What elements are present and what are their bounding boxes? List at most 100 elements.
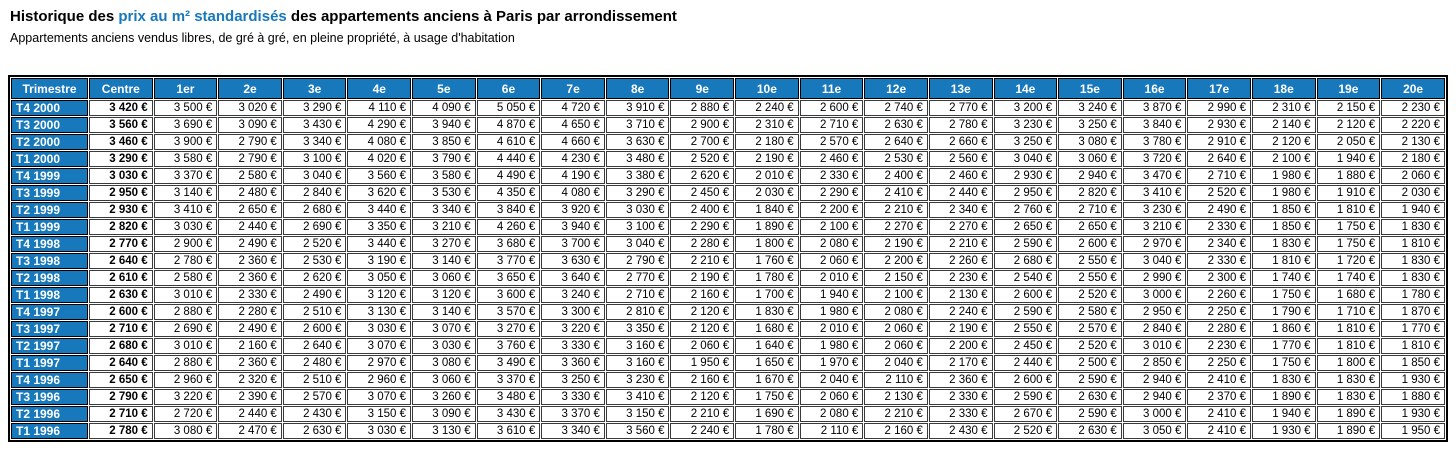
cell-value: 2 760 € <box>993 202 1058 218</box>
cell-value: 1 890 € <box>1316 423 1381 439</box>
cell-value: 2 200 € <box>928 338 993 354</box>
cell-value: 1 640 € <box>735 338 799 354</box>
cell-value: 2 600 € <box>799 100 864 116</box>
column-header-18e: 18e <box>1251 78 1316 99</box>
cell-value: 2 160 € <box>864 423 928 439</box>
cell-value: 3 350 € <box>605 321 670 337</box>
cell-value: 2 900 € <box>670 117 735 133</box>
cell-value: 3 650 € <box>476 270 541 286</box>
cell-value: 2 510 € <box>282 304 347 320</box>
cell-value: 3 070 € <box>347 338 412 354</box>
cell-value: 2 040 € <box>864 355 928 371</box>
cell-value: 3 160 € <box>605 338 670 354</box>
cell-value: 3 630 € <box>605 134 670 150</box>
cell-value: 2 950 € <box>993 185 1058 201</box>
cell-centre: 2 680 € <box>89 338 153 354</box>
cell-value: 4 260 € <box>476 219 541 235</box>
cell-value: 2 530 € <box>282 253 347 269</box>
cell-value: 2 170 € <box>928 355 993 371</box>
cell-value: 3 000 € <box>1122 406 1187 422</box>
cell-value: 2 570 € <box>1058 321 1122 337</box>
row-label: T3 2000 <box>11 117 88 133</box>
cell-value: 3 330 € <box>541 389 605 405</box>
cell-value: 2 630 € <box>1058 389 1122 405</box>
cell-value: 3 250 € <box>993 134 1058 150</box>
cell-value: 3 010 € <box>153 287 218 303</box>
cell-value: 3 380 € <box>605 168 670 184</box>
cell-value: 2 570 € <box>799 134 864 150</box>
cell-value: 2 510 € <box>282 372 347 388</box>
cell-value: 3 060 € <box>412 270 476 286</box>
cell-value: 2 230 € <box>1381 100 1445 116</box>
cell-value: 2 520 € <box>1058 338 1122 354</box>
cell-value: 2 940 € <box>1058 168 1122 184</box>
cell-value: 1 770 € <box>1251 338 1316 354</box>
cell-value: 2 300 € <box>1187 270 1251 286</box>
cell-value: 1 810 € <box>1251 253 1316 269</box>
table-row: T4 1997 2 600 €2 880 €2 280 €2 510 €3 130… <box>11 304 1445 320</box>
cell-value: 2 590 € <box>1058 372 1122 388</box>
cell-value: 3 060 € <box>412 372 476 388</box>
cell-value: 3 910 € <box>605 100 670 116</box>
cell-value: 2 450 € <box>670 185 735 201</box>
row-label: T4 1998 <box>11 236 88 252</box>
cell-value: 2 190 € <box>864 236 928 252</box>
cell-value: 2 630 € <box>1058 423 1122 439</box>
cell-value: 2 670 € <box>993 406 1058 422</box>
cell-value: 4 090 € <box>412 100 476 116</box>
cell-value: 1 810 € <box>1381 236 1445 252</box>
cell-value: 3 600 € <box>476 287 541 303</box>
cell-value: 2 470 € <box>218 423 282 439</box>
cell-value: 1 810 € <box>1316 338 1381 354</box>
cell-value: 2 880 € <box>153 304 218 320</box>
cell-value: 3 030 € <box>153 219 218 235</box>
column-header-10e: 10e <box>735 78 799 99</box>
cell-value: 1 840 € <box>735 202 799 218</box>
column-header-13e: 13e <box>928 78 993 99</box>
cell-value: 2 290 € <box>670 219 735 235</box>
cell-value: 4 080 € <box>541 185 605 201</box>
column-header-12e: 12e <box>864 78 928 99</box>
cell-value: 3 560 € <box>605 423 670 439</box>
cell-value: 2 230 € <box>1187 338 1251 354</box>
cell-value: 3 100 € <box>605 219 670 235</box>
row-label: T4 1996 <box>11 372 88 388</box>
cell-value: 2 640 € <box>282 338 347 354</box>
cell-value: 4 650 € <box>541 117 605 133</box>
cell-value: 2 650 € <box>993 219 1058 235</box>
title-link[interactable]: prix au m² standardisés <box>118 8 287 25</box>
cell-value: 3 020 € <box>218 100 282 116</box>
cell-value: 3 940 € <box>412 117 476 133</box>
column-header-1er: 1er <box>153 78 218 99</box>
cell-value: 3 270 € <box>412 236 476 252</box>
cell-value: 3 490 € <box>476 355 541 371</box>
cell-value: 3 920 € <box>541 202 605 218</box>
table-row: T1 1998 2 630 €3 010 €2 330 €2 490 €3 120… <box>11 287 1445 303</box>
cell-value: 3 240 € <box>541 287 605 303</box>
cell-value: 2 650 € <box>218 202 282 218</box>
cell-value: 3 340 € <box>412 202 476 218</box>
cell-value: 4 190 € <box>541 168 605 184</box>
cell-value: 2 200 € <box>799 202 864 218</box>
cell-value: 2 370 € <box>1187 389 1251 405</box>
cell-value: 5 050 € <box>476 100 541 116</box>
cell-value: 4 870 € <box>476 117 541 133</box>
cell-value: 2 790 € <box>218 134 282 150</box>
table-row: T3 2000 3 560 €3 690 €3 090 €3 430 €4 290… <box>11 117 1445 133</box>
row-label: T2 1997 <box>11 338 88 354</box>
column-header-8e: 8e <box>605 78 670 99</box>
cell-value: 2 680 € <box>282 202 347 218</box>
cell-value: 2 990 € <box>1187 100 1251 116</box>
cell-centre: 2 710 € <box>89 321 153 337</box>
row-label: T4 2000 <box>11 100 88 116</box>
cell-value: 3 850 € <box>412 134 476 150</box>
cell-centre: 2 610 € <box>89 270 153 286</box>
table-row: T4 1998 2 770 €2 900 €2 490 €2 520 €3 440… <box>11 236 1445 252</box>
cell-value: 2 520 € <box>1187 185 1251 201</box>
column-header-3e: 3e <box>282 78 347 99</box>
cell-value: 1 790 € <box>1251 304 1316 320</box>
cell-value: 2 710 € <box>605 287 670 303</box>
cell-value: 1 930 € <box>1381 406 1445 422</box>
cell-value: 3 230 € <box>1122 202 1187 218</box>
cell-value: 1 830 € <box>1316 372 1381 388</box>
